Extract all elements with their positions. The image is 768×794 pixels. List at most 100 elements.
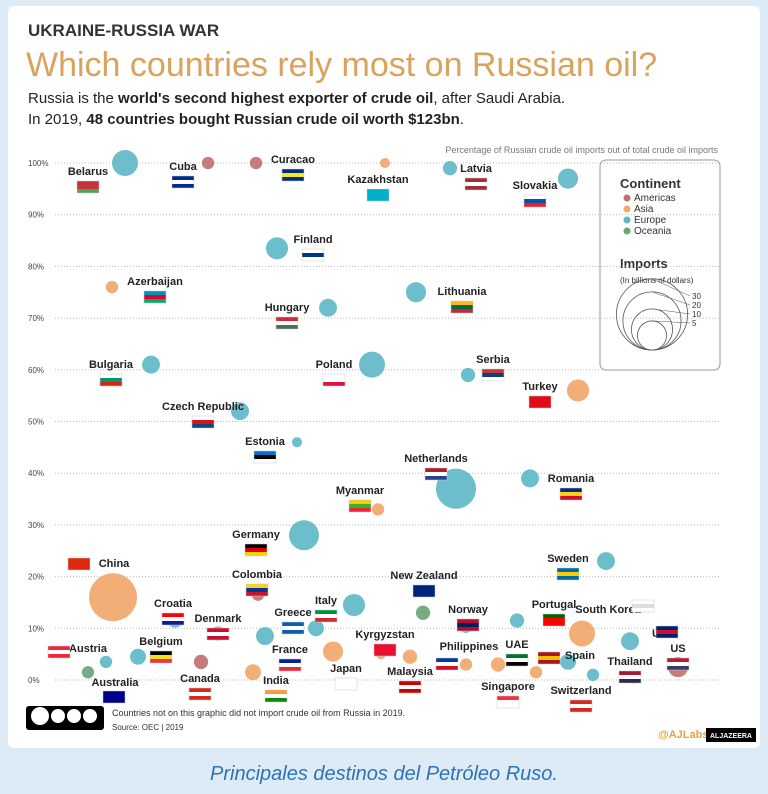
flag-stripe xyxy=(150,659,172,663)
flag xyxy=(281,621,305,635)
flag-stripe xyxy=(656,626,678,630)
flag-stripe xyxy=(619,675,641,679)
flag-stripe xyxy=(425,476,447,480)
country-label: Hungary xyxy=(265,302,311,314)
flag-stripe xyxy=(619,679,641,683)
flag-stripe xyxy=(276,321,298,325)
flag xyxy=(244,543,268,557)
flag-stripe xyxy=(254,455,276,459)
flag-border xyxy=(631,599,655,613)
flag-stripe xyxy=(560,492,582,496)
flag-border xyxy=(424,467,448,481)
flag-border xyxy=(245,583,269,597)
footnote: Countries not on this graphic did not im… xyxy=(112,708,405,718)
credit: @AJLabs xyxy=(658,729,708,741)
country-label: India xyxy=(263,675,290,687)
flag-stripe xyxy=(413,593,435,597)
flag-stripe xyxy=(246,592,268,596)
flag-stripe xyxy=(315,614,337,618)
flag-stripe xyxy=(570,700,592,704)
flag-stripe xyxy=(282,173,304,177)
country-label: Singapore xyxy=(481,681,535,693)
bubble xyxy=(371,503,385,516)
flag xyxy=(188,687,212,701)
flag-stripe xyxy=(103,695,125,699)
flag-border xyxy=(505,653,529,667)
flag xyxy=(496,695,520,709)
flag-stripe xyxy=(667,666,689,670)
flag-border xyxy=(281,168,305,182)
country-label: Lithuania xyxy=(438,286,488,298)
bubble xyxy=(566,379,590,402)
flag-stripe xyxy=(245,544,267,548)
flag xyxy=(556,567,580,581)
bubble xyxy=(308,620,324,637)
flag-stripe xyxy=(254,451,276,455)
flag-border xyxy=(244,543,268,557)
flag-stripe xyxy=(279,663,301,667)
country-label: China xyxy=(99,558,130,570)
flag-stripe xyxy=(68,566,90,570)
subtitle-part: Russia is the xyxy=(28,90,118,107)
flag-stripe xyxy=(632,600,654,604)
flag-stripe xyxy=(560,496,582,500)
flag-border xyxy=(481,368,505,382)
flag-stripe xyxy=(100,374,122,378)
flag-stripe xyxy=(162,613,184,617)
flag-stripe xyxy=(374,652,396,656)
flag-stripe xyxy=(457,623,479,627)
flag-stripe xyxy=(560,488,582,492)
legend-label: Oceania xyxy=(634,226,672,237)
flag xyxy=(264,689,288,703)
flag-stripe xyxy=(279,667,301,671)
flag-stripe xyxy=(150,651,172,655)
flag-stripe xyxy=(254,459,276,463)
flag-stripe xyxy=(570,704,592,708)
flag xyxy=(481,368,505,382)
bubble xyxy=(597,552,615,571)
country-label: Australia xyxy=(91,677,139,689)
subtitle: Russia is the world's second highest exp… xyxy=(28,90,565,107)
flag-border xyxy=(188,687,212,701)
bubble xyxy=(342,593,366,617)
size-legend-leader xyxy=(651,320,691,324)
y-tick-label: 40% xyxy=(28,469,44,478)
flag-stripe xyxy=(538,652,560,656)
legend-label: Asia xyxy=(634,204,654,215)
flag-stripe xyxy=(465,178,487,182)
flag xyxy=(464,177,488,191)
flag-border xyxy=(67,557,91,571)
country-label: Serbia xyxy=(476,354,511,366)
flag-stripe xyxy=(667,662,689,666)
flag-stripe xyxy=(192,420,214,424)
flag-stripe xyxy=(632,608,654,612)
flag-border xyxy=(366,188,390,202)
flag-border xyxy=(559,487,583,501)
flag-stripe xyxy=(315,610,337,614)
card xyxy=(8,6,760,748)
country-label: Slovakia xyxy=(513,180,559,192)
flag xyxy=(171,175,195,189)
flag xyxy=(505,653,529,667)
flag-border xyxy=(537,651,561,665)
flag-stripe xyxy=(335,682,357,686)
flag-stripe xyxy=(207,628,229,632)
flag-stripe xyxy=(482,373,504,377)
flag-stripe xyxy=(543,614,565,618)
flag xyxy=(412,584,436,598)
legend-box xyxy=(599,159,721,371)
country-label: Philippines xyxy=(440,641,499,653)
size-legend-label: 10 xyxy=(692,310,701,319)
bubble xyxy=(402,649,418,664)
flag-stripe xyxy=(276,325,298,329)
country-label: Spain xyxy=(565,650,595,662)
flag-border xyxy=(102,690,126,704)
legend-label: Europe xyxy=(634,215,667,226)
source: Source: OEC | 2019 xyxy=(112,723,184,732)
flag xyxy=(275,316,299,330)
flag-stripe xyxy=(451,301,473,305)
flag-border xyxy=(412,584,436,598)
country-label: Czech Republic xyxy=(162,401,244,413)
y-tick-label: 20% xyxy=(28,573,44,582)
flag-stripe xyxy=(436,662,458,666)
